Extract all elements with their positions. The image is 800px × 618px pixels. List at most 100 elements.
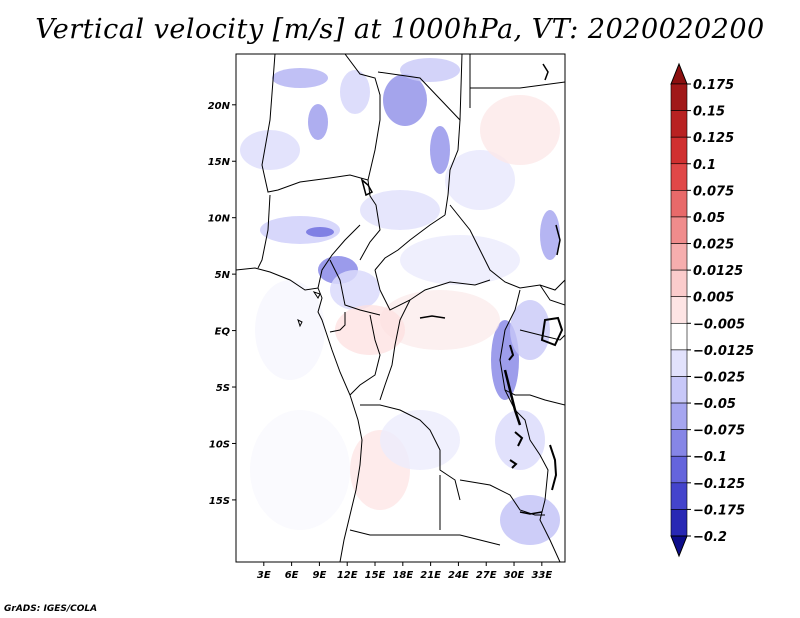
border <box>257 194 271 269</box>
country-boundaries <box>236 54 565 562</box>
colorbar-label: −0.025 <box>693 370 745 385</box>
shade-patch <box>250 410 350 530</box>
island <box>312 291 321 299</box>
shade-patch <box>335 305 405 355</box>
river-segment <box>542 63 549 81</box>
shade-patch <box>360 190 440 230</box>
lat-tick-label: 15N <box>208 157 231 168</box>
coastline-west-africa <box>236 267 363 562</box>
border <box>539 284 565 306</box>
colorbar-segment <box>670 402 688 430</box>
colorbar-label: −0.005 <box>693 317 745 332</box>
lat-tick-label: EQ <box>215 327 231 338</box>
border <box>344 54 381 181</box>
lat-tick-label: 5N <box>215 270 231 281</box>
colorbar-bottom-cap <box>670 535 688 558</box>
lon-tick-label: 27E <box>476 570 497 581</box>
shade-patch <box>240 130 300 170</box>
lake-mweru <box>514 431 524 447</box>
lat-tick-label: 5S <box>216 383 230 394</box>
colorbar: 0.175 0.15 0.125 0.1 0.075 0.05 0.025 0.0125 0.0… <box>670 62 754 558</box>
colorbar-segment <box>670 509 688 537</box>
colorbar-label: −0.1 <box>693 450 727 465</box>
shade-patch <box>430 126 450 174</box>
border <box>349 314 381 396</box>
velocity-shading <box>240 58 560 545</box>
border <box>377 54 463 122</box>
colorbar-segment <box>670 322 688 351</box>
shade-patch <box>330 270 380 310</box>
lon-tick-label: 15E <box>365 570 386 581</box>
river-segment <box>555 224 561 256</box>
colorbar-label: −0.125 <box>693 477 745 492</box>
colorbar-label: 0.0125 <box>693 264 743 279</box>
colorbar-label: 0.025 <box>693 238 734 253</box>
border <box>499 289 531 441</box>
lat-tick-label: 10S <box>209 439 230 450</box>
border <box>349 529 501 546</box>
shade-patch <box>380 290 500 350</box>
colorbar-segment <box>670 269 688 298</box>
latitude-axis: 20N 15N 10N 5N EQ 5S 10S 15S <box>208 101 236 507</box>
colorbar-segment <box>670 376 688 404</box>
river-segment <box>519 511 543 515</box>
plot-frame <box>235 53 566 563</box>
lon-tick-label: 24E <box>448 570 469 581</box>
shade-patch <box>510 300 550 360</box>
colorbar-label: −0.05 <box>693 397 736 412</box>
shade-patch <box>308 104 328 140</box>
lon-tick-label: 9E <box>313 570 327 581</box>
lat-tick-label: 10N <box>208 214 231 225</box>
shade-patch <box>306 227 334 237</box>
lat-tick-label: 20N <box>208 101 231 112</box>
shade-patch <box>400 235 520 285</box>
colorbar-label: −0.0125 <box>693 344 754 359</box>
colorbar-label: 0.15 <box>693 105 725 120</box>
colorbar-segment <box>670 110 688 138</box>
border <box>459 479 545 516</box>
lake-bangweulu <box>509 459 518 469</box>
border <box>529 439 561 562</box>
lon-tick-label: 12E <box>337 570 358 581</box>
colorbar-segment <box>670 216 688 244</box>
shade-patch <box>445 150 515 210</box>
colorbar-segment <box>670 482 688 510</box>
colorbar-segment <box>670 455 688 484</box>
colorbar-segment <box>670 429 688 457</box>
grads-credit: GrADS: IGES/COLA <box>4 604 98 614</box>
lake-tanganyika <box>503 369 522 426</box>
colorbar-segment <box>670 163 688 191</box>
colorbar-label: −0.075 <box>693 424 745 439</box>
lon-tick-label: 33E <box>531 570 552 581</box>
lake-kivu <box>508 344 515 361</box>
colorbar-label: 0.125 <box>693 131 734 146</box>
map-plot-area <box>235 53 566 563</box>
lat-tick-label: 15S <box>209 496 230 507</box>
lake-chad <box>360 177 374 197</box>
border <box>374 214 446 271</box>
border <box>379 299 411 401</box>
longitude-axis: 3E 6E 9E 12E 15E 18E 21E 24E 27E 30E 33E <box>257 562 552 581</box>
colorbar-label: 0.1 <box>693 158 716 173</box>
border <box>360 404 461 501</box>
border <box>317 224 361 289</box>
border <box>261 54 381 261</box>
colorbar-label: −0.2 <box>693 530 727 545</box>
shade-patch <box>500 495 560 545</box>
lon-tick-label: 3E <box>257 570 271 581</box>
colorbar-label: 0.075 <box>693 184 734 199</box>
colorbar-segment <box>670 136 688 165</box>
colorbar-label: 0.175 <box>693 78 734 93</box>
border <box>374 269 491 311</box>
border <box>329 259 381 316</box>
shade-patch <box>340 70 370 114</box>
border <box>444 119 461 216</box>
shade-patch <box>400 58 460 82</box>
colorbar-segment <box>670 296 688 324</box>
shade-patch <box>540 210 560 260</box>
shade-patch <box>255 280 325 380</box>
map-title: Vertical velocity [m/s] at 1000hPa, VT: … <box>35 14 765 45</box>
colorbar-segment <box>670 349 688 377</box>
shade-patch <box>480 95 560 165</box>
colorbar-label: −0.175 <box>693 503 745 518</box>
